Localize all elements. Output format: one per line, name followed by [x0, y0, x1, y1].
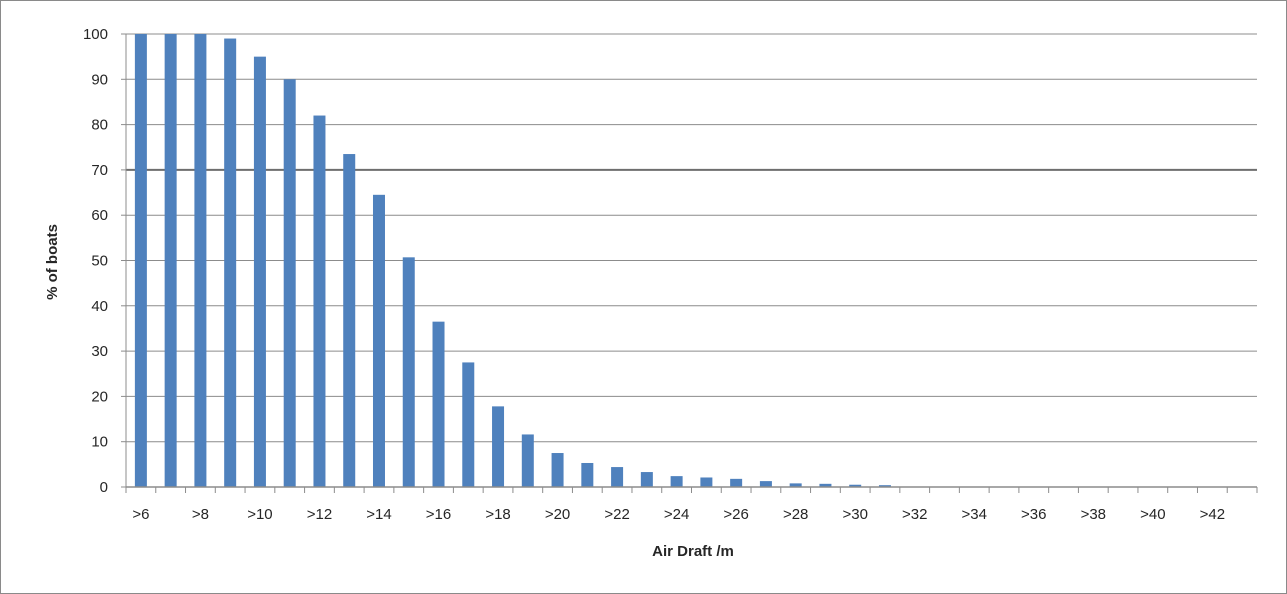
y-tick-label: 90: [91, 71, 108, 88]
x-tick-label: >34: [962, 506, 987, 523]
x-tick-label: >32: [902, 506, 927, 523]
y-tick-label: 0: [100, 479, 108, 496]
y-tick-label: 30: [91, 343, 108, 360]
x-tick-label: >16: [426, 506, 451, 523]
y-axis-title: % of boats: [44, 224, 61, 300]
bar: [819, 483, 832, 487]
y-tick-label: 10: [91, 434, 108, 451]
x-tick-label: >22: [604, 506, 629, 523]
bar: [253, 56, 266, 488]
bar: [313, 115, 326, 487]
x-tick-label: >30: [842, 506, 867, 523]
bar: [759, 481, 772, 487]
bar: [402, 257, 415, 487]
bar: [164, 34, 177, 487]
bar: [849, 484, 862, 487]
bar: [878, 485, 891, 487]
x-tick-label: >6: [132, 506, 149, 523]
bar: [640, 472, 653, 487]
bar: [194, 34, 207, 487]
x-tick-label: >26: [723, 506, 748, 523]
bar: [670, 476, 683, 487]
x-tick-label: >18: [485, 506, 510, 523]
y-tick-label: 70: [91, 162, 108, 179]
bar: [611, 467, 624, 487]
x-tick-label: >28: [783, 506, 808, 523]
bar: [492, 406, 505, 487]
bar: [432, 321, 445, 487]
x-tick-label: >42: [1200, 506, 1225, 523]
x-tick-label: >14: [366, 506, 391, 523]
x-tick-label: >10: [247, 506, 272, 523]
y-tick-labels: 0 10 20 30 40 50 60 70 80 90 100: [83, 26, 108, 496]
bar: [134, 34, 147, 487]
x-tick-label: >38: [1081, 506, 1106, 523]
bar: [789, 483, 802, 487]
x-axis-title: Air Draft /m: [652, 543, 734, 560]
x-tick-labels: >6 >8 >10 >12 >14 >16 >18 >20 >22 >24 >26 >28 >30 >32…: [132, 506, 1225, 523]
axes: [121, 33, 1258, 493]
x-tick-label: >24: [664, 506, 689, 523]
x-tick-label: >40: [1140, 506, 1165, 523]
bars: [134, 34, 891, 488]
bar: [343, 154, 356, 488]
bar: [224, 38, 237, 487]
bar: [730, 478, 743, 487]
bar: [283, 79, 296, 488]
y-tick-label: 60: [91, 207, 108, 224]
y-tick-label: 20: [91, 388, 108, 405]
bar: [551, 453, 564, 487]
bar: [700, 477, 713, 487]
bar: [372, 194, 385, 487]
bar: [581, 462, 594, 487]
bar: [521, 434, 534, 487]
x-tick-label: >36: [1021, 506, 1046, 523]
x-tick-label: >20: [545, 506, 570, 523]
y-tick-label: 40: [91, 298, 108, 315]
y-tick-label: 80: [91, 117, 108, 134]
bar: [462, 362, 475, 487]
y-tick-label: 50: [91, 253, 108, 270]
x-tick-label: >12: [307, 506, 332, 523]
y-tick-label: 100: [83, 26, 108, 43]
x-tick-label: >8: [192, 506, 209, 523]
